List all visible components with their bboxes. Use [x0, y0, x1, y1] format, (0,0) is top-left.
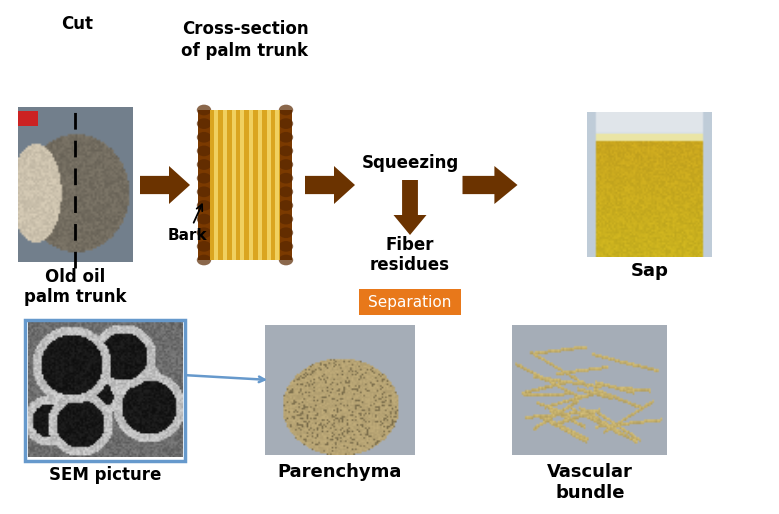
- Text: Cross-section
of palm trunk: Cross-section of palm trunk: [182, 20, 308, 60]
- Ellipse shape: [279, 132, 293, 142]
- Ellipse shape: [197, 241, 211, 252]
- Ellipse shape: [197, 187, 211, 197]
- Polygon shape: [393, 180, 426, 235]
- Bar: [223, 110, 227, 260]
- Text: Old oil
palm trunk: Old oil palm trunk: [23, 267, 126, 306]
- Bar: [198, 110, 292, 260]
- Ellipse shape: [279, 227, 293, 238]
- Text: Separation: Separation: [368, 295, 452, 309]
- Polygon shape: [305, 166, 355, 204]
- Ellipse shape: [279, 118, 293, 129]
- Bar: [275, 110, 280, 260]
- Ellipse shape: [197, 214, 211, 225]
- Ellipse shape: [197, 118, 211, 129]
- Text: SEM picture: SEM picture: [49, 466, 161, 484]
- Text: Vascular
bundle: Vascular bundle: [547, 463, 633, 502]
- Ellipse shape: [197, 105, 211, 115]
- Ellipse shape: [279, 105, 293, 115]
- Ellipse shape: [197, 145, 211, 156]
- Ellipse shape: [279, 187, 293, 197]
- Text: Squeezing: Squeezing: [361, 154, 459, 172]
- Bar: [24, 320, 185, 461]
- Text: Sap: Sap: [631, 263, 669, 281]
- Bar: [214, 110, 218, 260]
- Text: Cut: Cut: [61, 15, 93, 33]
- Bar: [231, 110, 235, 260]
- Ellipse shape: [197, 173, 211, 183]
- Ellipse shape: [279, 241, 293, 252]
- Ellipse shape: [279, 173, 293, 183]
- Ellipse shape: [197, 227, 211, 238]
- Text: Bark: Bark: [168, 205, 208, 243]
- Ellipse shape: [197, 132, 211, 142]
- Ellipse shape: [279, 159, 293, 170]
- Polygon shape: [140, 166, 190, 204]
- Ellipse shape: [279, 254, 293, 265]
- Text: Fiber
residues: Fiber residues: [370, 235, 450, 274]
- Ellipse shape: [197, 254, 211, 265]
- Ellipse shape: [197, 200, 211, 211]
- Text: Parenchyma: Parenchyma: [278, 463, 402, 481]
- Ellipse shape: [279, 214, 293, 225]
- Ellipse shape: [197, 159, 211, 170]
- Bar: [249, 110, 253, 260]
- FancyBboxPatch shape: [359, 289, 461, 315]
- Polygon shape: [463, 166, 517, 204]
- Bar: [241, 110, 245, 260]
- Ellipse shape: [279, 145, 293, 156]
- Bar: [17, 111, 37, 125]
- Bar: [210, 110, 280, 260]
- Bar: [266, 110, 270, 260]
- Bar: [258, 110, 262, 260]
- Ellipse shape: [279, 200, 293, 211]
